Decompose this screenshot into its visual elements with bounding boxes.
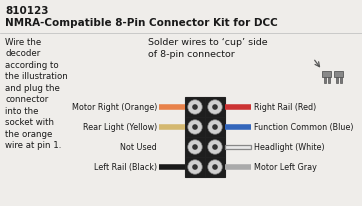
Bar (205, 157, 225, 177)
Bar (225, 145, 251, 150)
Circle shape (192, 125, 198, 130)
Text: Not Used: Not Used (120, 143, 157, 152)
Bar (185, 97, 205, 117)
Circle shape (192, 144, 198, 150)
Text: Motor Left Gray: Motor Left Gray (254, 163, 317, 172)
Bar (205, 117, 225, 137)
Circle shape (188, 140, 202, 154)
Text: Headlight (White): Headlight (White) (254, 143, 325, 152)
Circle shape (208, 140, 222, 154)
Bar (185, 157, 205, 177)
Bar (340, 78, 341, 84)
Bar (205, 97, 225, 117)
Bar (336, 78, 337, 84)
Bar (322, 72, 331, 78)
Circle shape (188, 100, 202, 115)
Text: Right Rail (Red): Right Rail (Red) (254, 103, 316, 112)
Bar (334, 72, 343, 78)
Circle shape (208, 100, 222, 115)
Text: Motor Right (Orange): Motor Right (Orange) (72, 103, 157, 112)
Circle shape (212, 105, 218, 110)
Bar (205, 137, 225, 157)
Circle shape (212, 164, 218, 170)
Bar (324, 78, 325, 84)
Circle shape (212, 144, 218, 150)
Bar (185, 137, 205, 157)
Text: Left Rail (Black): Left Rail (Black) (94, 163, 157, 172)
Text: NMRA-Compatible 8-Pin Connector Kit for DCC: NMRA-Compatible 8-Pin Connector Kit for … (5, 18, 278, 28)
Circle shape (208, 160, 222, 174)
Text: 810123: 810123 (5, 6, 49, 16)
Circle shape (192, 164, 198, 170)
Text: Rear Light (Yellow): Rear Light (Yellow) (83, 123, 157, 132)
Text: Solder wires to ‘cup’ side
of 8-pin connector: Solder wires to ‘cup’ side of 8-pin conn… (148, 38, 268, 59)
Circle shape (208, 120, 222, 135)
Bar (185, 117, 205, 137)
Bar (328, 78, 329, 84)
Text: Function Common (Blue): Function Common (Blue) (254, 123, 354, 132)
Text: Wire the
decoder
according to
the illustration
and plug the
connector
into the
s: Wire the decoder according to the illust… (5, 38, 68, 149)
Circle shape (212, 125, 218, 130)
Circle shape (188, 120, 202, 135)
Circle shape (188, 160, 202, 174)
Circle shape (192, 105, 198, 110)
